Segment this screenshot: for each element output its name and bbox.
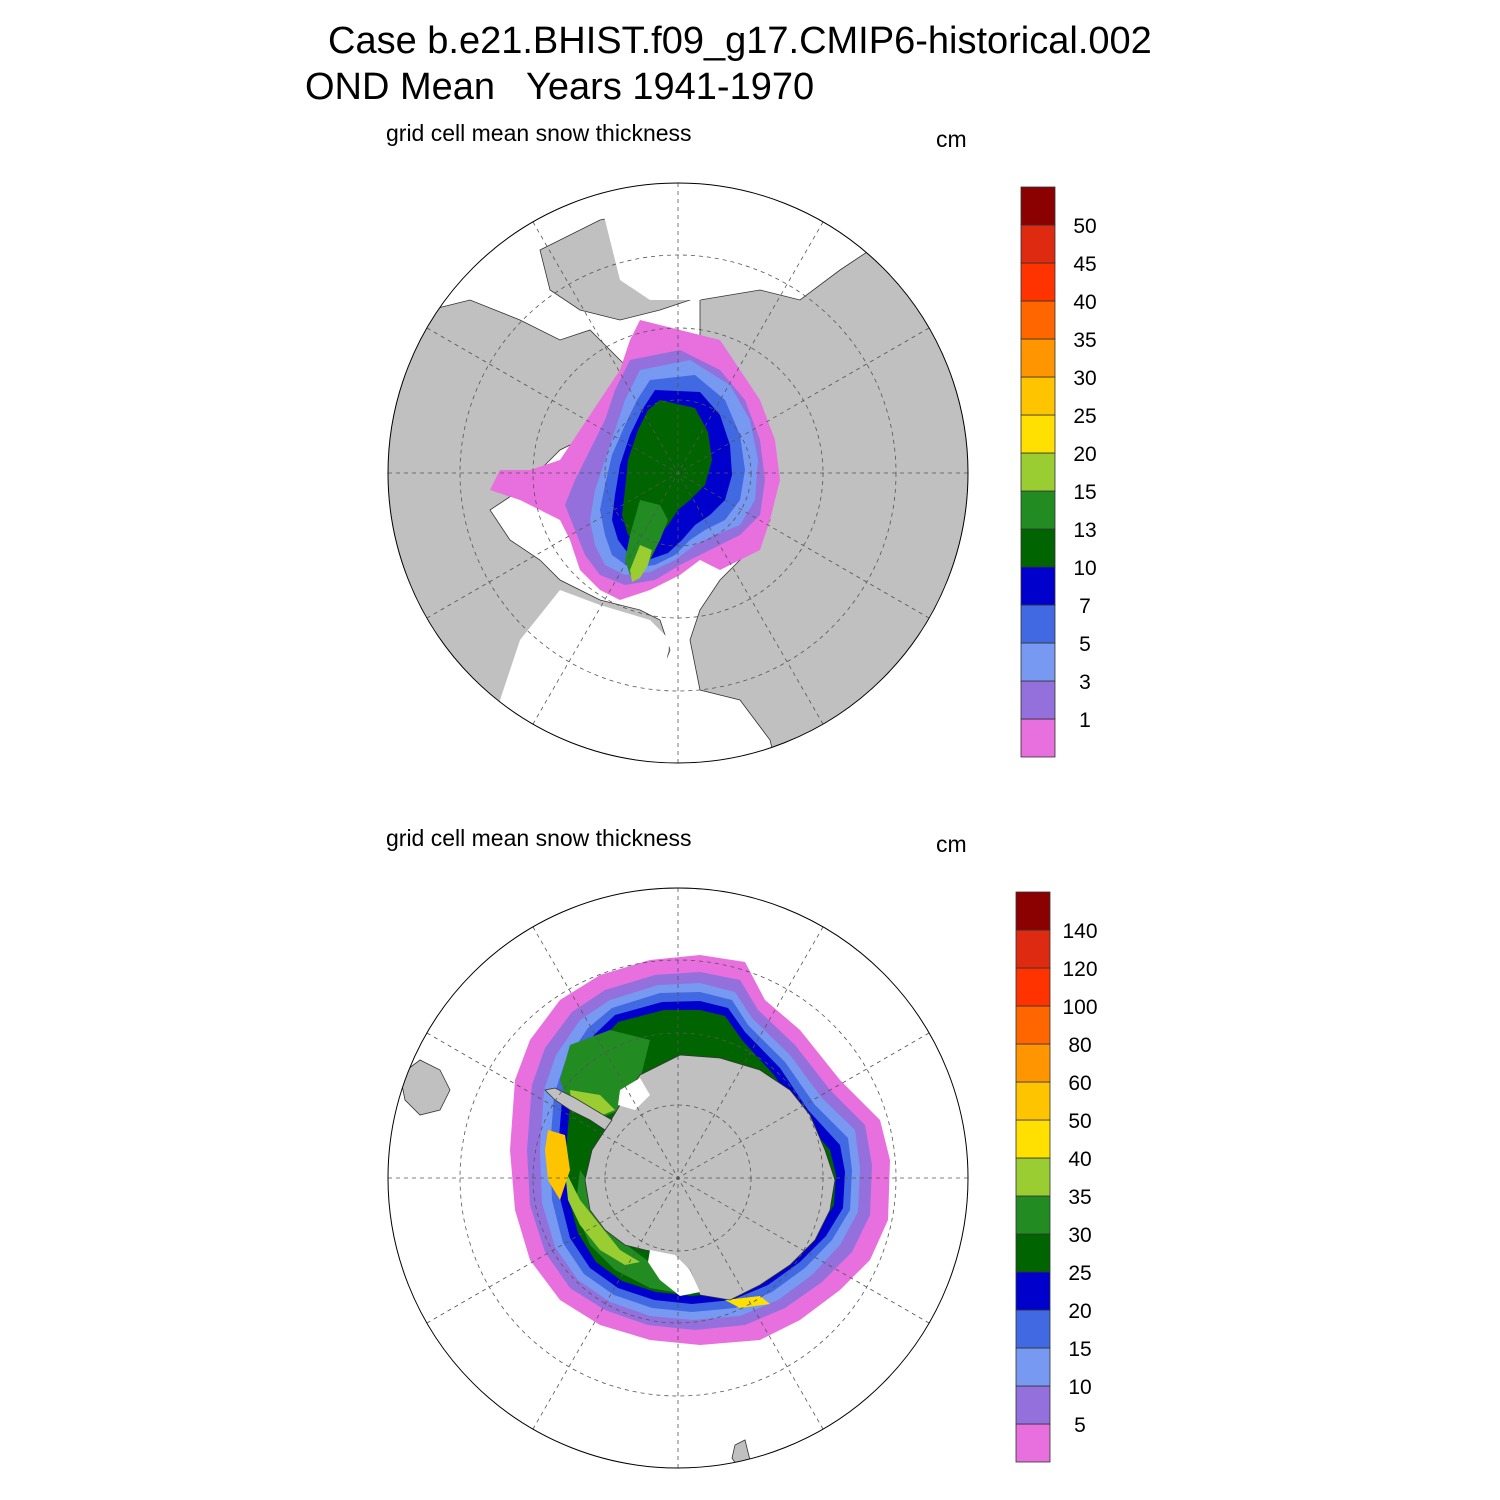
colorbar-swatch [1020, 376, 1056, 416]
south-land-antarctica [584, 1054, 836, 1301]
colorbar-swatch [1015, 1347, 1051, 1387]
south-ice-shelf-ross [648, 1250, 700, 1296]
colorbar-tick-label: 50 [1068, 1110, 1091, 1133]
colorbar-tick-label: 30 [1068, 1224, 1091, 1247]
colorbar-swatch [1015, 1157, 1051, 1197]
colorbar-swatch [1020, 642, 1056, 682]
colorbar-tick-label: 20 [1068, 1300, 1091, 1323]
colorbar-tick-label: 140 [1062, 920, 1097, 943]
colorbar-tick-label: 100 [1062, 996, 1097, 1019]
colorbar-swatch [1015, 967, 1051, 1007]
colorbar-swatch [1015, 1195, 1051, 1235]
colorbar-swatch [1015, 1271, 1051, 1311]
north-ocean-pacific [600, 190, 780, 300]
colorbar-swatch [1020, 338, 1056, 378]
case-title: Case b.e21.BHIST.f09_g17.CMIP6-historica… [328, 20, 1152, 62]
south-snow-35-40-b [565, 1170, 640, 1265]
south-colorbar: 5 10 15 20 25 30 35 40 50 60 80 100 120 140 [1015, 891, 1098, 1463]
colorbar-tick-label: 1 [1079, 709, 1091, 732]
colorbar-tick-label: 5 [1079, 633, 1091, 656]
north-polar-map [387, 182, 969, 764]
colorbar-tick-label: 15 [1073, 481, 1096, 504]
colorbar-tick-label: 7 [1079, 595, 1091, 618]
colorbar-swatch [1020, 452, 1056, 492]
colorbar-swatch [1020, 718, 1056, 758]
colorbar-swatch [1020, 300, 1056, 340]
colorbar-swatch [1020, 566, 1056, 606]
colorbar-swatch [1015, 1233, 1051, 1273]
colorbar-swatch [1020, 680, 1056, 720]
south-land-antarctic-peninsula [544, 1087, 613, 1131]
colorbar-tick-label: 10 [1073, 557, 1096, 580]
colorbar-tick-label: 50 [1073, 215, 1096, 238]
south-polar-map [387, 887, 969, 1469]
north-graticule [388, 183, 968, 763]
colorbar-swatch [1015, 1043, 1051, 1083]
colorbar-swatch [1015, 1081, 1051, 1121]
colorbar-swatch [1020, 414, 1056, 454]
colorbar-tick-label: 120 [1062, 958, 1097, 981]
colorbar-swatch [1020, 604, 1056, 644]
colorbar-swatch [1015, 1005, 1051, 1045]
colorbar-swatch [1015, 1309, 1051, 1349]
colorbar-swatch [1020, 186, 1056, 226]
colorbar-tick-label: 5 [1074, 1414, 1086, 1437]
colorbar-swatch [1020, 224, 1056, 264]
colorbar-tick-label: 60 [1068, 1072, 1091, 1095]
colorbar-tick-label: 13 [1073, 519, 1096, 542]
colorbar-tick-label: 35 [1068, 1186, 1091, 1209]
colorbar-swatch [1015, 891, 1051, 931]
south-variable-label: grid cell mean snow thickness [386, 825, 692, 851]
colorbar-tick-label: 10 [1068, 1376, 1091, 1399]
colorbar-tick-label: 35 [1073, 329, 1096, 352]
colorbar-swatch [1015, 1385, 1051, 1425]
north-snow-15-20 [630, 545, 652, 582]
colorbar-tick-label: 40 [1073, 291, 1096, 314]
colorbar-tick-label: 30 [1073, 367, 1096, 390]
colorbar-tick-label: 80 [1068, 1034, 1091, 1057]
colorbar-swatch [1020, 490, 1056, 530]
colorbar-tick-label: 45 [1073, 253, 1096, 276]
colorbar-swatch [1020, 528, 1056, 568]
south-snow-40-50 [725, 1296, 770, 1308]
south-land-south-america [399, 1059, 451, 1116]
colorbar-tick-label: 25 [1068, 1262, 1091, 1285]
colorbar-tick-label: 3 [1079, 671, 1091, 694]
south-snow-50-60 [545, 1130, 570, 1200]
colorbar-swatch [1015, 1119, 1051, 1159]
colorbar-swatch [1020, 262, 1056, 302]
colorbar-tick-label: 25 [1073, 405, 1096, 428]
south-units-label: cm [936, 831, 967, 857]
colorbar-tick-label: 15 [1068, 1338, 1091, 1361]
north-variable-label: grid cell mean snow thickness [386, 120, 692, 146]
south-ice-shelf-weddell [618, 1078, 650, 1110]
period-title: OND Mean Years 1941-1970 [305, 66, 815, 108]
colorbar-tick-label: 40 [1068, 1148, 1091, 1171]
colorbar-swatch [1015, 1423, 1051, 1463]
north-units-label: cm [936, 126, 967, 152]
south-graticule [388, 888, 968, 1468]
colorbar-tick-label: 20 [1073, 443, 1096, 466]
colorbar-swatch [1015, 929, 1051, 969]
